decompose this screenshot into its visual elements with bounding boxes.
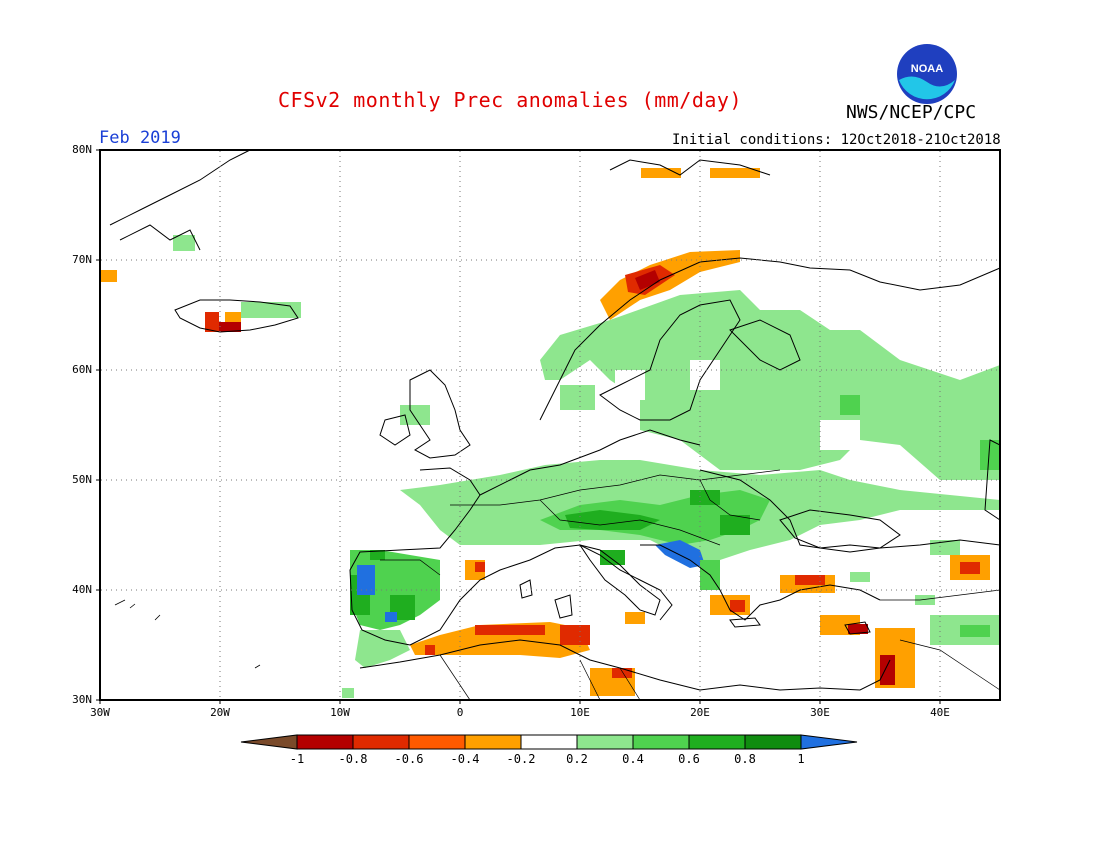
- colorbar-label: 0.2: [566, 752, 588, 766]
- colorbar-swatch: [296, 734, 354, 750]
- colorbar-swatch: [632, 734, 690, 750]
- lon-label: 30W: [90, 706, 110, 719]
- chart-title: CFSv2 monthly Prec anomalies (mm/day): [277, 88, 743, 112]
- colorbar-swatch: [744, 734, 802, 750]
- map-frame: [99, 149, 1001, 701]
- colorbar-swatch: [576, 734, 634, 750]
- lon-label: 30E: [810, 706, 830, 719]
- period-label: Feb 2019: [99, 128, 181, 148]
- lat-label: 30N: [72, 693, 92, 706]
- colorbar-label: 0.8: [734, 752, 756, 766]
- lon-label: 10W: [330, 706, 350, 719]
- colorbar-swatch: [352, 734, 410, 750]
- colorbar-label: -0.4: [450, 752, 480, 766]
- colorbar: [240, 734, 858, 750]
- colorbar-label: 0.4: [622, 752, 644, 766]
- lat-label: 50N: [72, 473, 92, 486]
- colorbar-label: 0.6: [678, 752, 700, 766]
- lat-label: 40N: [72, 583, 92, 596]
- lon-label: 10E: [570, 706, 590, 719]
- anomaly-patches: [101, 168, 1000, 698]
- org-label: NWS/NCEP/CPC: [846, 102, 977, 123]
- colorbar-arrow-high: [800, 734, 858, 750]
- colorbar-swatch: [408, 734, 466, 750]
- colorbar-swatch: [464, 734, 522, 750]
- lat-label: 60N: [72, 363, 92, 376]
- colorbar-arrow-low: [240, 734, 298, 750]
- colorbar-swatch: [520, 734, 578, 750]
- colorbar-label: 1: [797, 752, 805, 766]
- colorbar-label: -0.6: [394, 752, 424, 766]
- lon-label: 40E: [930, 706, 950, 719]
- initial-conditions-label: Initial conditions: 12Oct2018-21Oct2018: [672, 132, 1001, 148]
- noaa-logo-icon: NOAA: [897, 44, 957, 104]
- colorbar-label: -0.8: [338, 752, 368, 766]
- lon-label: 0: [456, 706, 464, 719]
- colorbar-label: -1: [289, 752, 305, 766]
- coastlines: [109, 149, 1001, 701]
- lon-label: 20E: [690, 706, 710, 719]
- lat-label: 80N: [72, 143, 92, 156]
- lon-label: 20W: [210, 706, 230, 719]
- colorbar-label: -0.2: [506, 752, 536, 766]
- axis-ticks: [96, 149, 941, 704]
- lat-label: 70N: [72, 253, 92, 266]
- noaa-logo-text: NOAA: [911, 63, 943, 75]
- colorbar-swatch: [688, 734, 746, 750]
